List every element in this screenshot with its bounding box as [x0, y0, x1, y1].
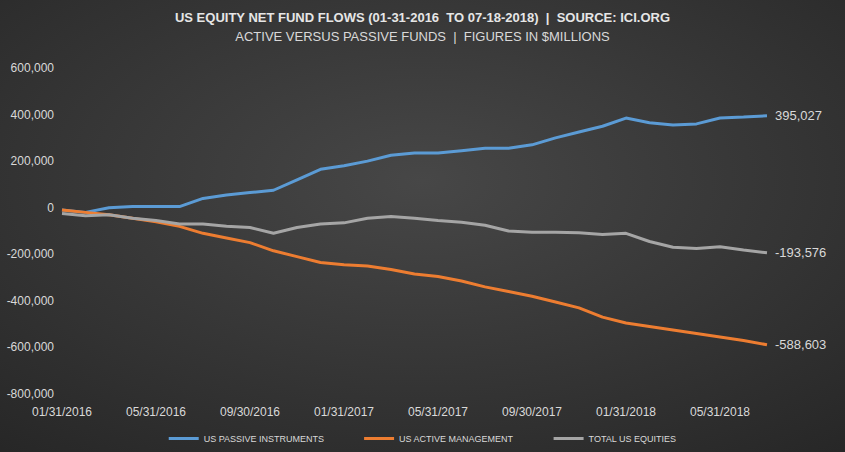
svg-text:05/31/2016: 05/31/2016	[126, 405, 186, 419]
svg-text:400,000: 400,000	[11, 108, 55, 122]
svg-text:395,027: 395,027	[775, 108, 822, 123]
svg-text:09/30/2016: 09/30/2016	[220, 405, 280, 419]
svg-text:-193,576: -193,576	[775, 245, 826, 260]
svg-text:US PASSIVE INSTRUMENTS: US PASSIVE INSTRUMENTS	[204, 434, 324, 444]
svg-text:0: 0	[47, 201, 54, 215]
svg-text:-800,000: -800,000	[7, 387, 55, 401]
svg-text:TOTAL US EQUITIES: TOTAL US EQUITIES	[589, 434, 676, 444]
svg-text:05/31/2017: 05/31/2017	[408, 405, 468, 419]
svg-text:-400,000: -400,000	[7, 294, 55, 308]
svg-text:01/31/2017: 01/31/2017	[314, 405, 374, 419]
svg-text:01/31/2018: 01/31/2018	[596, 405, 656, 419]
svg-text:-588,603: -588,603	[775, 337, 826, 352]
svg-text:-200,000: -200,000	[7, 247, 55, 261]
svg-text:US EQUITY NET FUND FLOWS (01-3: US EQUITY NET FUND FLOWS (01-31-2016 TO …	[175, 10, 670, 25]
svg-text:ACTIVE VERSUS PASSIVE FUNDS |: ACTIVE VERSUS PASSIVE FUNDS | FIGURES IN…	[235, 29, 610, 44]
svg-text:01/31/2016: 01/31/2016	[32, 405, 92, 419]
svg-text:200,000: 200,000	[11, 154, 55, 168]
svg-text:09/30/2017: 09/30/2017	[502, 405, 562, 419]
svg-text:US ACTIVE MANAGEMENT: US ACTIVE MANAGEMENT	[399, 434, 514, 444]
svg-text:05/31/2018: 05/31/2018	[690, 405, 750, 419]
svg-text:-600,000: -600,000	[7, 340, 55, 354]
svg-text:600,000: 600,000	[11, 61, 55, 75]
